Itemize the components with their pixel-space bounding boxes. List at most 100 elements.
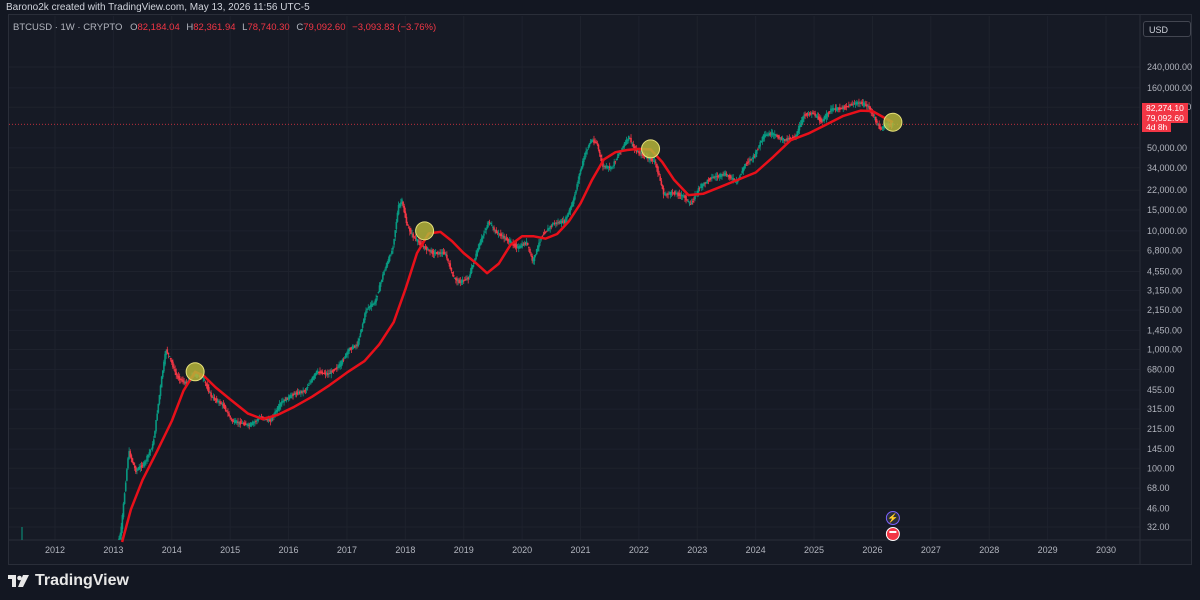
up-candle bbox=[146, 455, 148, 462]
up-candle bbox=[483, 233, 485, 236]
up-candle bbox=[559, 221, 562, 224]
up-candle bbox=[715, 175, 718, 178]
y-tick-label: 4,550.00 bbox=[1147, 266, 1182, 276]
down-candle bbox=[840, 108, 842, 110]
y-tick-label: 32.00 bbox=[1147, 522, 1170, 532]
up-candle bbox=[696, 190, 699, 195]
up-candle bbox=[476, 249, 478, 257]
up-candle bbox=[578, 173, 581, 180]
up-candle bbox=[484, 231, 486, 233]
up-candle bbox=[687, 201, 690, 203]
down-candle bbox=[522, 244, 525, 246]
down-candle bbox=[179, 378, 182, 380]
highlight-marker[interactable] bbox=[415, 221, 435, 241]
down-candle bbox=[173, 367, 175, 369]
currency-selector[interactable]: USD bbox=[1143, 21, 1191, 37]
down-candle bbox=[778, 136, 781, 139]
up-candle bbox=[474, 258, 476, 262]
up-candle bbox=[385, 265, 388, 269]
up-candle bbox=[585, 151, 587, 155]
price-chart[interactable]: 32.00 46.00 68.00 100.00 145.00 215.00 315.00 4… bbox=[0, 0, 1200, 566]
up-candle bbox=[680, 194, 683, 197]
up-candle bbox=[623, 143, 626, 147]
up-candle bbox=[824, 115, 827, 120]
x-tick-label: 2012 bbox=[45, 545, 65, 555]
us-flag-icon[interactable] bbox=[885, 527, 900, 541]
down-candle bbox=[879, 126, 882, 130]
up-candle bbox=[807, 114, 810, 116]
down-candle bbox=[268, 419, 271, 422]
up-candle bbox=[294, 392, 297, 396]
up-candle bbox=[142, 462, 145, 467]
up-candle bbox=[720, 173, 722, 178]
event-lightning-icon[interactable] bbox=[885, 511, 900, 525]
up-candle bbox=[516, 246, 519, 248]
up-candle bbox=[560, 220, 563, 224]
up-candle bbox=[401, 199, 403, 204]
up-candle bbox=[584, 153, 586, 160]
up-candle bbox=[168, 356, 171, 358]
up-candle bbox=[760, 140, 763, 143]
down-candle bbox=[614, 161, 617, 163]
symbol-label[interactable]: BTCUSD · 1W · CRYPTO bbox=[13, 22, 123, 33]
chart-panel[interactable] bbox=[8, 14, 1192, 565]
up-candle bbox=[279, 402, 282, 407]
up-candle bbox=[754, 151, 757, 158]
up-candle bbox=[252, 422, 255, 424]
down-candle bbox=[514, 243, 517, 248]
up-candle bbox=[816, 116, 819, 118]
down-candle bbox=[354, 345, 356, 348]
up-candle bbox=[583, 158, 585, 163]
highlight-marker[interactable] bbox=[185, 362, 205, 382]
up-candle bbox=[855, 102, 858, 105]
down-candle bbox=[730, 176, 732, 179]
down-candle bbox=[541, 235, 544, 237]
moving-average-line[interactable] bbox=[120, 109, 894, 543]
down-candle bbox=[529, 248, 531, 253]
up-candle bbox=[359, 333, 362, 337]
down-candle bbox=[661, 185, 664, 190]
up-candle bbox=[525, 241, 528, 245]
down-candle bbox=[505, 237, 508, 241]
x-tick-label: 2019 bbox=[454, 545, 474, 555]
down-candle bbox=[657, 166, 659, 174]
down-candle bbox=[237, 421, 239, 424]
up-candle bbox=[155, 420, 157, 432]
up-candle bbox=[302, 390, 304, 393]
highlight-marker[interactable] bbox=[883, 112, 903, 132]
up-candle bbox=[652, 160, 655, 162]
down-candle bbox=[650, 158, 653, 161]
down-candle bbox=[878, 123, 880, 129]
tradingview-logo[interactable]: TradingView bbox=[8, 572, 129, 590]
up-candle bbox=[533, 255, 536, 262]
y-tick-label: 1,450.00 bbox=[1147, 325, 1182, 335]
down-candle bbox=[601, 158, 603, 163]
up-candle bbox=[492, 226, 494, 228]
up-candle bbox=[440, 252, 443, 254]
up-candle bbox=[822, 119, 824, 122]
up-candle bbox=[300, 391, 302, 394]
down-candle bbox=[446, 254, 448, 259]
up-candle bbox=[160, 376, 163, 388]
up-candle bbox=[798, 125, 801, 131]
down-candle bbox=[595, 141, 598, 143]
down-candle bbox=[167, 352, 170, 355]
highlight-marker[interactable] bbox=[641, 139, 661, 159]
up-candle bbox=[797, 128, 800, 133]
up-candle bbox=[521, 243, 523, 248]
up-candle bbox=[154, 431, 156, 438]
up-candle bbox=[351, 346, 354, 350]
tradingview-logo-icon bbox=[8, 575, 29, 587]
low-value: 78,740.30 bbox=[247, 22, 290, 33]
down-candle bbox=[240, 422, 243, 424]
up-candle bbox=[534, 254, 537, 256]
down-candle bbox=[178, 376, 181, 381]
up-candle bbox=[881, 126, 884, 129]
down-candle bbox=[214, 398, 217, 400]
down-candle bbox=[630, 137, 632, 143]
down-candle bbox=[458, 279, 461, 284]
down-candle bbox=[405, 216, 408, 224]
up-candle bbox=[250, 422, 253, 426]
up-candle bbox=[121, 515, 124, 530]
up-candle bbox=[675, 193, 677, 195]
